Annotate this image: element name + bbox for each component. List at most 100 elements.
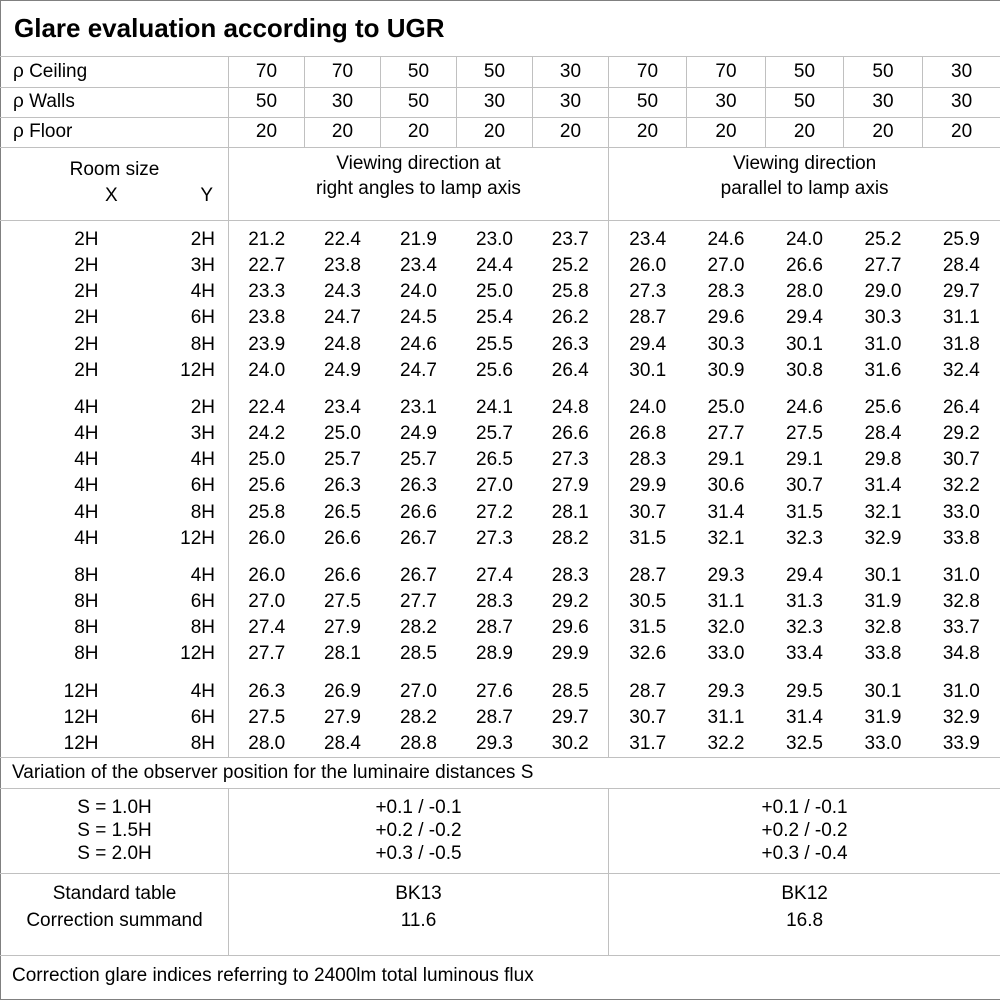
room-y-value: 4H <box>190 564 215 586</box>
ugr-right-angle-value: 28.1 <box>324 643 361 665</box>
correction-summand-value: 16.8 <box>786 910 824 932</box>
ugr-parallel-value: 33.0 <box>707 643 745 665</box>
ugr-right-angle-value: 26.3 <box>228 678 305 705</box>
room-x-value: 8H <box>74 591 99 613</box>
ugr-parallel-value: 29.3 <box>707 564 745 586</box>
ugr-parallel-value: 29.6 <box>707 307 745 329</box>
ugr-parallel-value: 32.5 <box>786 732 823 754</box>
reflectance-value: 20 <box>380 117 457 148</box>
room-x-value: 4H <box>74 501 99 523</box>
ugr-parallel-value: 27.7 <box>864 255 902 277</box>
table-row: 2H 6H 23.8 24.7 24.5 25.4 26.2 28.7 29.6 29.4 30.3… <box>1 305 1000 332</box>
ugr-right-angle-value: 30.2 <box>551 732 589 754</box>
footer-section: Correction glare indices referring to 24… <box>1 955 1000 999</box>
header-section: Room size X Y Viewing direction at right… <box>0 147 1000 222</box>
reflectance-row: ρ Ceiling 70 70 50 50 30 70 70 50 50 30 <box>0 56 1000 88</box>
reflectance-label: ρ Ceiling <box>0 56 229 88</box>
ugr-parallel-value: 28.7 <box>608 305 687 332</box>
ugr-parallel-value: 29.4 <box>608 331 687 358</box>
ugr-right-angle-value: 28.9 <box>476 643 513 665</box>
spacer-cell <box>228 667 609 679</box>
ugr-parallel-value: 29.1 <box>786 449 823 471</box>
correction-summand-value: 11.6 <box>400 910 437 932</box>
room-y-value: 2H <box>190 396 215 418</box>
ugr-right-angle-value: 28.2 <box>400 706 437 728</box>
ugr-right-angle-value: 22.4 <box>324 228 361 250</box>
table-row: 4H 6H 25.6 26.3 26.3 27.0 27.9 29.9 30.6 30.7 31.4… <box>1 473 1000 500</box>
ugr-right-angle-value: 26.3 <box>551 333 589 355</box>
ugr-parallel-value: 29.2 <box>942 423 980 445</box>
ugr-parallel-value: 28.4 <box>864 423 902 445</box>
room-x-value: 12H <box>63 706 99 728</box>
room-y-value: 8H <box>190 501 215 523</box>
ugr-right-angle-value: 23.8 <box>324 255 361 277</box>
ugr-parallel-value: 30.7 <box>608 704 687 731</box>
ugr-parallel-value: 30.7 <box>608 499 687 526</box>
ugr-right-angle-value: 25.2 <box>551 255 589 277</box>
reflectance-value: 20 <box>532 117 609 148</box>
summary-row: Standard table Correction summand BK13 1… <box>0 873 1000 956</box>
ugr-right-angle-value: 27.9 <box>324 617 361 639</box>
variation-note-section: Variation of the observer position for t… <box>0 756 1000 789</box>
ugr-right-angle-value: 26.6 <box>324 564 361 586</box>
page-title: Glare evaluation according to UGR <box>0 0 1000 58</box>
ugr-parallel-value: 32.0 <box>707 617 745 639</box>
room-x-value: 8H <box>74 617 99 639</box>
room-x-value: 2H <box>74 307 99 329</box>
table-row: 4H 4H 25.0 25.7 25.7 26.5 27.3 28.3 29.1 29.1 29.8… <box>1 447 1000 474</box>
ugr-right-angle-value: 28.8 <box>400 732 437 754</box>
reflectance-value: 20 <box>921 117 1000 148</box>
reflectance-value: 30 <box>921 87 1000 118</box>
ugr-parallel-value: 31.8 <box>942 333 980 355</box>
room-x-value: 2H <box>74 333 99 355</box>
ugr-right-angle-value: 25.6 <box>228 473 305 500</box>
ugr-right-angle-value: 29.9 <box>551 643 589 665</box>
ugr-right-angle-value: 26.7 <box>400 564 437 586</box>
ugr-parallel-value: 28.3 <box>608 447 687 474</box>
table-row: 8H 12H 27.7 28.1 28.5 28.9 29.9 32.6 33.0 33.4 33.… <box>1 641 1000 668</box>
ugr-right-angle-value: 24.7 <box>324 307 361 329</box>
ugr-right-angle-value: 25.7 <box>400 449 437 471</box>
ugr-right-angle-value: 27.0 <box>400 680 437 702</box>
reflectance-value: 20 <box>456 117 533 148</box>
spacer-cell <box>1 384 229 395</box>
ugr-right-angle-value: 23.9 <box>228 331 305 358</box>
ugr-right-angle-value: 25.0 <box>228 447 305 474</box>
ugr-right-angle-value: 27.9 <box>324 706 361 728</box>
table-row: 4H 3H 24.2 25.0 24.9 25.7 26.6 26.8 27.7 27.5 28.4… <box>1 420 1000 448</box>
ugr-parallel-value: 23.4 <box>608 226 687 253</box>
ugr-parallel-value: 28.7 <box>608 678 687 705</box>
ugr-parallel-value: 29.7 <box>942 281 980 303</box>
room-y-value: 4H <box>190 449 215 471</box>
reflectance-value: 20 <box>843 117 923 148</box>
ugr-right-angle-value: 24.7 <box>400 359 437 381</box>
ugr-right-angle-value: 27.4 <box>228 615 305 642</box>
ugr-right-angle-value: 21.9 <box>400 228 437 250</box>
ugr-parallel-value: 29.0 <box>864 281 902 303</box>
ugr-parallel-value: 33.8 <box>942 527 980 549</box>
ugr-right-angle-value: 24.6 <box>400 333 437 355</box>
ugr-right-angle-value: 26.6 <box>324 527 361 549</box>
ugr-parallel-value: 32.8 <box>864 617 902 639</box>
room-y-value: 4H <box>190 281 215 303</box>
table-row: 4H 2H 22.4 23.4 23.1 24.1 24.8 24.0 25.0 24.6 25.6… <box>1 394 1000 421</box>
room-y-value: 6H <box>190 706 215 728</box>
room-x-value: 4H <box>74 475 99 497</box>
ugr-parallel-value: 32.2 <box>942 475 980 497</box>
spacer-row <box>1 220 1000 227</box>
ugr-right-angle-value: 26.3 <box>400 475 437 497</box>
parallel-group-header: Viewing direction parallel to lamp axis <box>607 147 1000 222</box>
ugr-right-angle-value: 28.3 <box>551 564 589 586</box>
reflectance-value: 20 <box>765 117 844 148</box>
variation-note-row: Variation of the observer position for t… <box>0 756 1000 789</box>
ugr-right-angle-value: 25.7 <box>476 423 513 445</box>
ugr-right-angle-value: 24.8 <box>324 333 361 355</box>
s-distance-labels: S = 1.0H S = 1.5H S = 2.0H <box>0 788 229 875</box>
reflectance-value: 50 <box>765 56 844 88</box>
ugr-parallel-value: 30.6 <box>707 475 745 497</box>
xy-labels: X Y <box>1 182 228 208</box>
ugr-parallel-value: 32.4 <box>942 359 980 381</box>
reflectance-label: ρ Walls <box>0 87 229 118</box>
ugr-right-angle-value: 25.8 <box>551 281 589 303</box>
ugr-parallel-value: 26.4 <box>942 396 980 418</box>
